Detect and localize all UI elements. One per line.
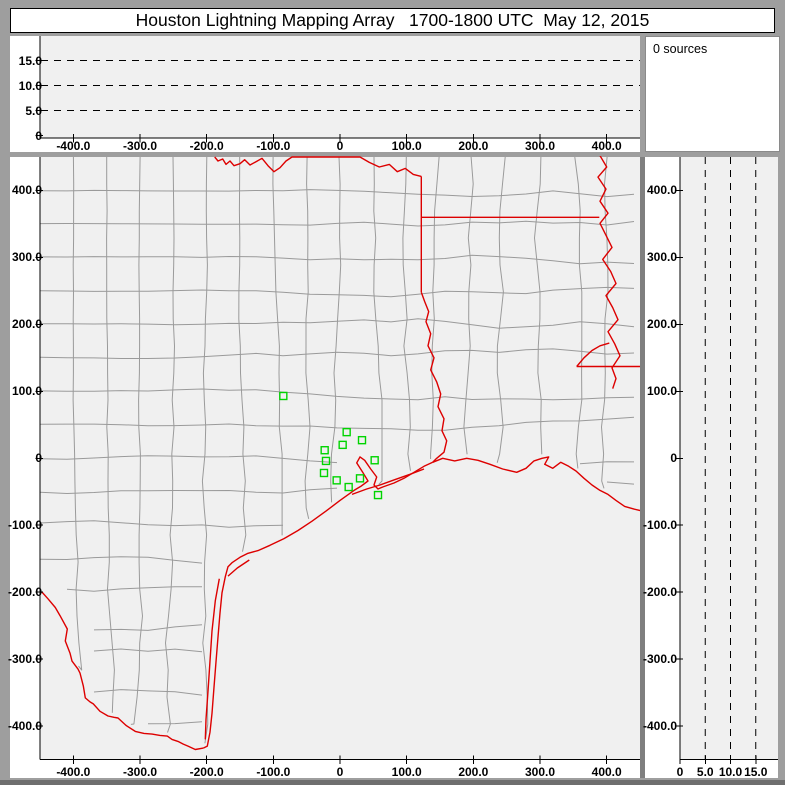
alt-ns-y-tick-label: 0 [670, 451, 677, 466]
map-x-tick-label: 200.0 [458, 765, 489, 779]
sources-counter-panel: 0 sources [645, 36, 780, 152]
sources-count-label: 0 sources [653, 42, 708, 56]
map-y-tick-label: -100.0 [7, 518, 42, 533]
map-x-tick-label: 100.0 [391, 765, 422, 779]
alt-ew-x-tick-label: 0 [336, 139, 344, 153]
alt-ew-y-tick-label: 0 [35, 128, 42, 143]
altitude-ns-plot-area[interactable] [680, 157, 778, 759]
alt-ns-y-tick-label: -100.0 [642, 518, 677, 533]
alt-ns-y-tick-label: -300.0 [642, 652, 677, 667]
alt-ew-x-tick-label: 400.0 [591, 139, 622, 153]
map-x-tick-label: -400.0 [56, 765, 91, 779]
alt-ew-x-tick-label: 200.0 [458, 139, 489, 153]
alt-ns-y-tick-label: -400.0 [642, 719, 677, 734]
alt-ew-y-tick-label: 15.0 [18, 53, 42, 68]
altitude-ew-plot-area[interactable] [40, 36, 640, 138]
window-title: Houston Lightning Mapping Array 1700-180… [135, 10, 650, 30]
map-x-tick-label: -200.0 [189, 765, 224, 779]
alt-ew-x-tick-label: -300.0 [122, 139, 158, 153]
map-y-tick-label: -400.0 [7, 719, 42, 734]
map-y-tick-label: 200.0 [11, 317, 42, 332]
map-x-tick-label: 0 [336, 765, 344, 779]
plan-view-plot-area[interactable] [40, 157, 640, 759]
alt-ew-y-tick-label: 5.0 [25, 103, 42, 118]
alt-ns-x-tick-label: 5.0 [696, 765, 714, 779]
map-y-tick-label: 400.0 [11, 183, 42, 198]
alt-ew-x-tick-label: -400.0 [56, 139, 91, 153]
alt-ns-y-tick-label: -200.0 [642, 585, 677, 600]
map-y-tick-label: -200.0 [7, 585, 42, 600]
panel-separator [640, 157, 645, 778]
map-x-tick-label: 400.0 [591, 765, 622, 779]
alt-ew-x-tick-label: -200.0 [189, 139, 224, 153]
alt-ns-x-tick-label: 0 [676, 765, 684, 779]
map-x-tick-label: -300.0 [122, 765, 158, 779]
map-y-tick-label: 300.0 [11, 250, 42, 265]
alt-ns-x-tick-label: 10.0 [718, 765, 743, 779]
alt-ew-x-tick-label: 100.0 [391, 139, 422, 153]
map-y-tick-label: -300.0 [7, 652, 42, 667]
alt-ew-x-tick-label: 300.0 [524, 139, 556, 153]
alt-ns-y-tick-label: 300.0 [646, 250, 677, 265]
alt-ns-x-tick-label: 15.0 [744, 765, 768, 779]
map-y-tick-label: 0 [35, 451, 42, 466]
alt-ns-y-tick-label: 100.0 [646, 384, 677, 399]
alt-ns-y-tick-label: 200.0 [646, 317, 677, 332]
map-x-tick-label: -100.0 [256, 765, 291, 779]
alt-ns-y-tick-label: 400.0 [646, 183, 677, 198]
alt-ew-y-tick-label: 10.0 [18, 78, 42, 93]
window-edge [0, 780, 785, 785]
map-y-tick-label: 100.0 [11, 384, 42, 399]
map-x-tick-label: 300.0 [524, 765, 556, 779]
alt-ew-x-tick-label: -100.0 [256, 139, 291, 153]
title-bar: Houston Lightning Mapping Array 1700-180… [10, 8, 775, 33]
